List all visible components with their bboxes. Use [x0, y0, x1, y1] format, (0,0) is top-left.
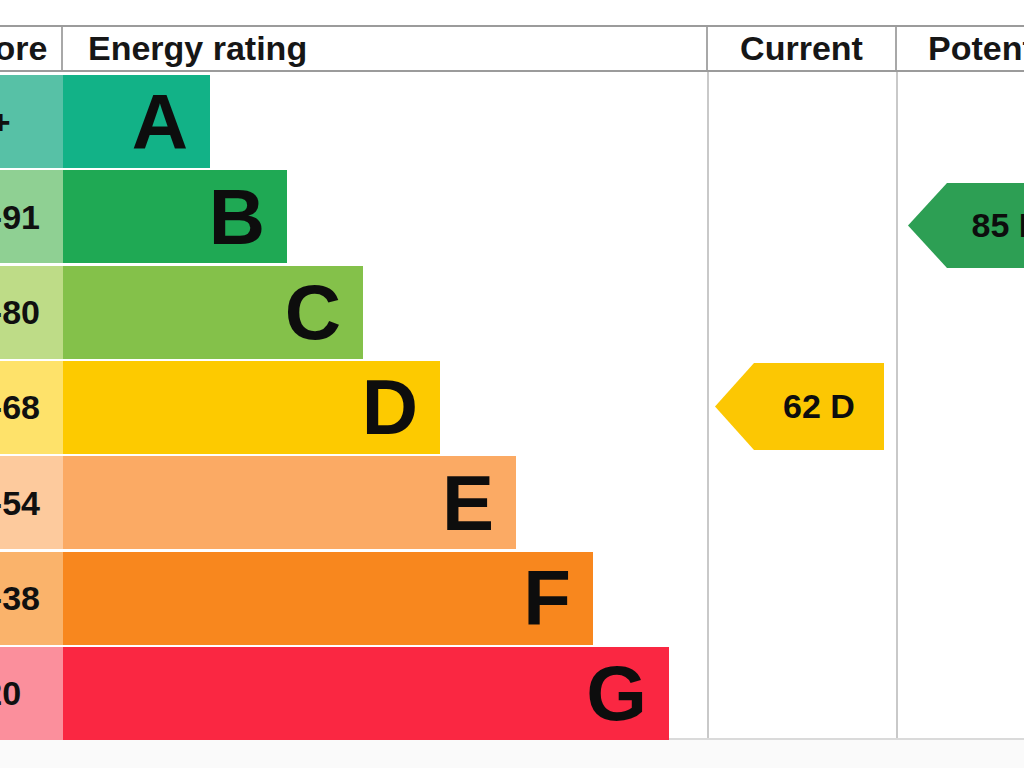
band-d-bar: D — [63, 361, 440, 454]
band-b-bar: B — [63, 170, 287, 263]
chart-header-row: Score Energy rating Current Potential — [0, 25, 1024, 72]
band-d-letter: D — [362, 368, 418, 446]
band-f-letter: F — [523, 559, 571, 637]
band-g-score-range: 1-20 — [0, 674, 21, 713]
potential-rating-value: 85 B — [972, 206, 1024, 245]
band-b-score-cell: 81-91 — [0, 170, 63, 263]
epc-energy-rating-chart: Score Energy rating Current Potential 92… — [0, 0, 1024, 768]
band-c-bar: C — [63, 266, 363, 359]
below-table-area — [0, 740, 1024, 768]
potential-column-header: Potential — [897, 27, 1024, 70]
band-row-b: 81-91 B — [0, 168, 1024, 264]
band-a-bar: A — [63, 75, 210, 168]
band-row-f: 21-38 F — [0, 550, 1024, 646]
band-g-bar: G — [63, 647, 669, 740]
energy-rating-column-header: Energy rating — [63, 27, 708, 70]
score-column-label: Score — [0, 29, 48, 68]
band-a-score-range: 92+ — [0, 102, 11, 141]
band-e-score-range: 39-54 — [0, 483, 40, 522]
current-column-header: Current — [708, 27, 897, 70]
band-g-score-cell: 1-20 — [0, 647, 63, 740]
band-f-score-cell: 21-38 — [0, 552, 63, 645]
band-e-letter: E — [442, 464, 494, 542]
band-d-score-cell: 55-68 — [0, 361, 63, 454]
band-row-c: 69-80 C — [0, 264, 1024, 360]
band-d-score-range: 55-68 — [0, 388, 40, 427]
band-c-score-cell: 69-80 — [0, 266, 63, 359]
current-rating-value: 62 D — [783, 387, 855, 426]
band-row-a: 92+ A — [0, 73, 1024, 169]
band-c-score-range: 69-80 — [0, 293, 40, 332]
band-a-letter: A — [132, 83, 188, 161]
energy-rating-column-label: Energy rating — [88, 29, 307, 68]
band-g-letter: G — [586, 654, 647, 732]
band-c-letter: C — [285, 273, 341, 351]
score-column-header: Score — [0, 27, 63, 70]
band-b-letter: B — [209, 178, 265, 256]
band-e-score-cell: 39-54 — [0, 456, 63, 549]
band-a-score-cell: 92+ — [0, 75, 63, 168]
band-b-score-range: 81-91 — [0, 197, 40, 236]
current-column-label: Current — [740, 29, 863, 68]
band-e-bar: E — [63, 456, 516, 549]
potential-column-label: Potential — [928, 29, 1024, 68]
band-row-e: 39-54 E — [0, 454, 1024, 550]
band-f-score-range: 21-38 — [0, 579, 40, 618]
band-f-bar: F — [63, 552, 593, 645]
band-row-g: 1-20 G — [0, 645, 1024, 741]
